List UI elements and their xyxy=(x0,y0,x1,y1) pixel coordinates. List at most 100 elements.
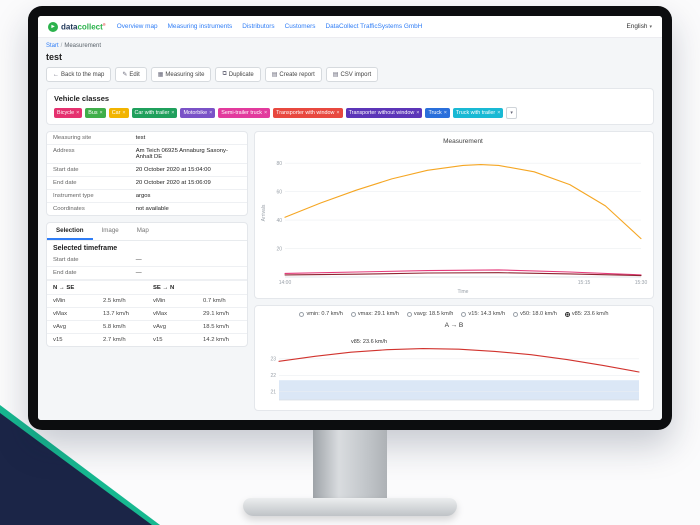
chip-truck-with-trailer[interactable]: Truck with trailer × xyxy=(452,108,504,118)
toolbar: ← Back to the map ✎ Edit ▦ Measuring site ⧉… xyxy=(46,67,654,82)
radio-vavg[interactable]: vavg: 18.5 km/h xyxy=(406,311,453,317)
vehicle-class-chips: Bicycle × Bus × Car × Car with trailer × Mot… xyxy=(54,107,646,119)
create-report-button[interactable]: ▤ Create report xyxy=(264,67,322,82)
svg-text:Time: Time xyxy=(458,289,469,295)
measuring-site-button[interactable]: ▦ Measuring site xyxy=(150,67,212,82)
svg-text:15:30: 15:30 xyxy=(635,280,648,286)
radio-icon xyxy=(299,311,305,317)
radio-v15[interactable]: v15: 14.3 km/h xyxy=(461,311,505,317)
monitor-stand-base xyxy=(243,498,457,516)
svg-text:15:15: 15:15 xyxy=(578,280,591,286)
chip-car[interactable]: Car × xyxy=(108,108,129,118)
chip-transporter-without-window[interactable]: Transporter without window × xyxy=(345,108,423,118)
language-selector[interactable]: English ▾ xyxy=(627,23,652,30)
speed-chart-card: vmin: 0.7 km/h vmax: 29.1 km/h vavg: 18.… xyxy=(254,305,654,411)
chip-bicycle[interactable]: Bicycle × xyxy=(54,108,83,118)
screen: ▸ datacollect® Overview map Measuring in… xyxy=(38,16,662,420)
tab-map[interactable]: Map xyxy=(136,227,149,234)
chip-truck[interactable]: Truck × xyxy=(425,108,450,118)
radio-v85[interactable]: v85: 23.6 km/h xyxy=(564,311,609,317)
vehicle-classes-title: Vehicle classes xyxy=(54,94,110,103)
radio-icon xyxy=(513,311,519,317)
detail-row: End date 20 October 2020 at 15:06:09 xyxy=(47,177,247,190)
svg-text:60: 60 xyxy=(276,189,282,195)
csv-import-button[interactable]: ▤ CSV import xyxy=(325,67,379,82)
svg-text:Arrivals: Arrivals xyxy=(261,204,267,221)
datacollect-logo-icon: ▸ xyxy=(48,21,58,32)
breadcrumb-separator: / xyxy=(60,43,63,49)
details-card: Measuring site test Address Am Teich 06925… xyxy=(46,131,248,216)
svg-text:80: 80 xyxy=(276,161,282,167)
edit-button[interactable]: ✎ Edit xyxy=(115,67,147,82)
tab-selection[interactable]: Selection xyxy=(47,223,93,240)
svg-text:40: 40 xyxy=(276,218,282,224)
document-icon: ▤ xyxy=(271,72,278,78)
chip-close-icon[interactable]: × xyxy=(264,110,268,116)
chip-close-icon[interactable]: × xyxy=(76,110,80,116)
radio-v50[interactable]: v50: 18.0 km/h xyxy=(513,311,557,317)
nav-company[interactable]: DataCollect TrafficSystems GmbH xyxy=(325,23,423,30)
chip-semi-trailer-truck[interactable]: Semi-trailer truck × xyxy=(218,108,271,118)
radio-icon xyxy=(564,311,570,317)
radio-vmax[interactable]: vmax: 29.1 km/h xyxy=(350,311,399,317)
svg-text:20: 20 xyxy=(276,246,282,252)
add-vehicle-class-dropdown[interactable]: ▾ xyxy=(506,107,517,119)
left-column: Measuring site test Address Am Teich 06925… xyxy=(46,131,248,411)
detail-row: Measuring site test xyxy=(47,132,247,145)
chip-close-icon[interactable]: × xyxy=(443,110,447,116)
duplicate-button[interactable]: ⧉ Duplicate xyxy=(215,67,261,82)
measurement-chart[interactable]: 20 40 60 80 14:00 15:15 15:30 Measurement Arriva… xyxy=(259,135,649,295)
chip-close-icon[interactable]: × xyxy=(416,110,420,116)
chart-icon: ▦ xyxy=(157,72,164,78)
nav-links: Overview map Measuring instruments Distr… xyxy=(117,23,423,30)
chip-bus[interactable]: Bus × xyxy=(85,108,106,118)
datacollect-app: ▸ datacollect® Overview map Measuring in… xyxy=(38,16,662,420)
measurement-chart-card: 20 40 60 80 14:00 15:15 15:30 Measurement Arriva… xyxy=(254,131,654,299)
svg-text:22: 22 xyxy=(270,373,276,379)
speed-chart[interactable]: 21 22 23 v85: 23.6 km/h xyxy=(261,331,647,406)
svg-text:14:00: 14:00 xyxy=(279,280,292,286)
nav-measuring-instruments[interactable]: Measuring instruments xyxy=(167,23,233,30)
page-content: Start / Measurement test ← Back to the map … xyxy=(38,38,662,420)
main-area: Measuring site test Address Am Teich 06925… xyxy=(46,131,654,411)
speed-metric-radios: vmin: 0.7 km/h vmax: 29.1 km/h vavg: 18.… xyxy=(261,311,647,317)
page-title: test xyxy=(46,52,63,62)
breadcrumb-start[interactable]: Start xyxy=(46,43,59,49)
chip-close-icon[interactable]: × xyxy=(99,110,103,116)
back-to-map-button[interactable]: ← Back to the map xyxy=(46,67,112,82)
tab-image[interactable]: Image xyxy=(101,227,119,234)
chip-close-icon[interactable]: × xyxy=(122,110,126,116)
svg-text:Measurement: Measurement xyxy=(443,138,483,145)
chip-close-icon[interactable]: × xyxy=(336,110,340,116)
chip-close-icon[interactable]: × xyxy=(497,110,501,116)
detail-row: Start date 20 October 2020 at 15:04:00 xyxy=(47,164,247,177)
pencil-icon: ✎ xyxy=(122,72,128,78)
radio-vmin[interactable]: vmin: 0.7 km/h xyxy=(299,311,343,317)
file-icon: ▤ xyxy=(332,72,339,78)
svg-text:21: 21 xyxy=(270,390,276,396)
chip-transporter-with-window[interactable]: Transporter with window × xyxy=(273,108,343,118)
right-column: 20 40 60 80 14:00 15:15 15:30 Measurement Arriva… xyxy=(254,131,654,411)
nav-distributors[interactable]: Distributors xyxy=(242,23,275,30)
chip-motorbike[interactable]: Motorbike × xyxy=(180,108,216,118)
timeframe-row: Start date — xyxy=(47,254,247,267)
nav-overview-map[interactable]: Overview map xyxy=(116,23,158,30)
nav-customers[interactable]: Customers xyxy=(284,23,316,30)
chip-car-with-trailer[interactable]: Car with trailer × xyxy=(131,108,178,118)
radio-icon xyxy=(406,311,412,317)
ab-direction-title: A → B xyxy=(444,322,464,329)
svg-text:v85: 23.6 km/h: v85: 23.6 km/h xyxy=(351,339,387,345)
detail-row: Instrument type argos xyxy=(47,190,247,203)
logo-text: datacollect® xyxy=(61,21,106,32)
chevron-down-icon: ▾ xyxy=(649,23,652,30)
breadcrumb: Start / Measurement xyxy=(46,43,654,49)
detail-row: Coordinates not available xyxy=(53,206,169,212)
chip-close-icon[interactable]: × xyxy=(209,110,213,116)
speed-table-header: N → SE xyxy=(47,280,147,294)
back-arrow-icon: ← xyxy=(53,71,59,78)
datacollect-logo[interactable]: ▸ datacollect® xyxy=(48,21,106,32)
chip-close-icon[interactable]: × xyxy=(171,110,175,116)
vehicle-classes-card: Vehicle classes Bicycle × Bus × Car × Car w… xyxy=(46,88,654,125)
selection-card: Selection Image Map Selected timeframe S… xyxy=(46,222,248,347)
